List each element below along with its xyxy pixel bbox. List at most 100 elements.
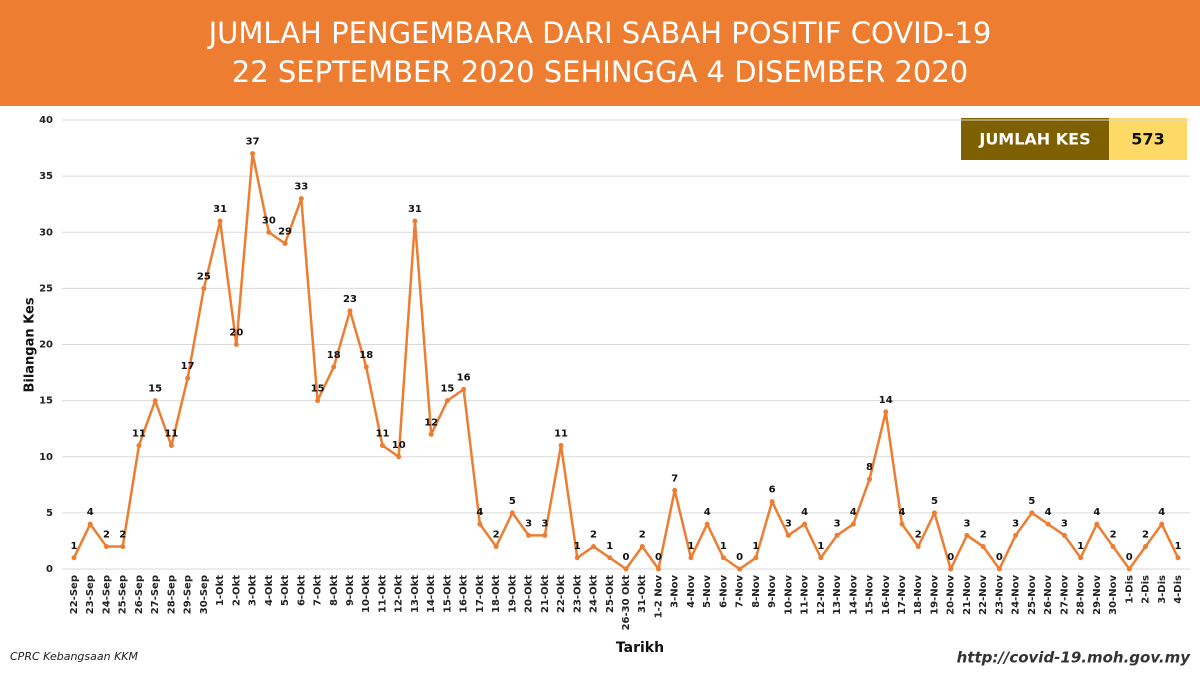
data-label: 4 <box>850 507 857 518</box>
data-label: 17 <box>181 361 195 372</box>
point <box>428 431 434 437</box>
point <box>526 532 532 538</box>
data-label: 11 <box>376 429 390 440</box>
x-tick-label: 4-Okt <box>264 575 275 606</box>
point <box>964 532 970 538</box>
data-label: 4 <box>704 507 711 518</box>
data-label: 8 <box>866 462 873 473</box>
data-label: 15 <box>311 384 325 395</box>
data-label: 4 <box>899 507 906 518</box>
point <box>931 510 937 516</box>
point <box>87 521 93 527</box>
point <box>71 555 77 561</box>
data-label: 0 <box>947 552 954 563</box>
x-tick-label: 23-Nov <box>994 575 1005 615</box>
data-label: 29 <box>278 226 292 237</box>
x-tick-label: 10-Nov <box>783 575 794 615</box>
point <box>802 521 808 527</box>
data-label: 4 <box>1158 507 1165 518</box>
x-axis-title: Tarikh <box>616 640 664 656</box>
x-tick-label: 13-Nov <box>832 575 843 615</box>
data-label: 4 <box>1045 507 1052 518</box>
data-label: 4 <box>476 507 483 518</box>
x-tick-label: 5-Nov <box>702 575 713 608</box>
point <box>103 544 109 550</box>
point <box>201 285 207 291</box>
x-tick-label: 5-Okt <box>280 575 291 606</box>
point <box>1159 521 1165 527</box>
x-tick-label: 12-Okt <box>394 575 405 613</box>
x-tick-label: 8-Nov <box>751 575 762 608</box>
x-tick-label: 4-Nov <box>686 575 697 608</box>
total-value: 573 <box>1131 130 1164 149</box>
data-label: 4 <box>801 507 808 518</box>
header <box>0 0 1200 106</box>
x-tick-label: 12-Nov <box>816 575 827 615</box>
y-tick-label: 5 <box>46 508 53 519</box>
x-tick-label: 7-Nov <box>735 575 746 608</box>
x-tick-label: 16-Okt <box>459 575 470 613</box>
data-label: 1 <box>1077 541 1084 552</box>
x-tick-label: 22-Sep <box>69 575 80 614</box>
point <box>1094 521 1100 527</box>
point <box>720 555 726 561</box>
point <box>785 532 791 538</box>
x-tick-label: 11-Okt <box>377 575 388 613</box>
data-label: 2 <box>1110 530 1117 541</box>
y-tick-label: 20 <box>39 340 53 351</box>
data-label: 3 <box>1012 518 1019 529</box>
point <box>996 566 1002 572</box>
point <box>217 218 223 224</box>
x-tick-label: 24-Nov <box>1011 575 1022 615</box>
data-label: 6 <box>769 485 776 496</box>
x-tick-label: 18-Okt <box>491 575 502 613</box>
data-label: 3 <box>541 518 548 529</box>
y-tick-label: 0 <box>46 564 53 575</box>
data-label: 2 <box>980 530 987 541</box>
point <box>363 364 369 370</box>
point <box>168 443 174 449</box>
data-label: 18 <box>327 350 341 361</box>
data-label: 2 <box>639 530 646 541</box>
x-tick-label: 20-Nov <box>946 575 957 615</box>
point <box>623 566 629 572</box>
data-label: 3 <box>785 518 792 529</box>
point <box>818 555 824 561</box>
x-tick-label: 19-Nov <box>929 575 940 615</box>
data-label: 33 <box>294 182 308 193</box>
point <box>1045 521 1051 527</box>
x-tick-label: 20-Okt <box>524 575 535 613</box>
data-label: 2 <box>915 530 922 541</box>
x-tick-label: 21-Nov <box>962 575 973 615</box>
data-label: 3 <box>1061 518 1068 529</box>
point <box>607 555 613 561</box>
point <box>493 544 499 550</box>
point <box>412 218 418 224</box>
data-label: 3 <box>834 518 841 529</box>
point <box>834 532 840 538</box>
point <box>883 409 889 415</box>
x-tick-label: 25-Nov <box>1027 575 1038 615</box>
data-label: 4 <box>1093 507 1100 518</box>
point <box>1126 566 1132 572</box>
x-tick-label: 29-Sep <box>183 575 194 614</box>
data-label: 0 <box>736 552 743 563</box>
data-label: 5 <box>509 496 516 507</box>
point <box>250 151 256 157</box>
x-tick-label: 22-Nov <box>978 575 989 615</box>
point <box>1013 532 1019 538</box>
x-tick-label: 6-Okt <box>296 575 307 606</box>
x-tick-label: 28-Nov <box>1076 575 1087 615</box>
x-tick-label: 11-Nov <box>800 575 811 615</box>
point <box>185 375 191 381</box>
x-tick-label: 3-Okt <box>248 575 259 606</box>
x-tick-label: 9-Okt <box>345 575 356 606</box>
chart-title: JUMLAH PENGEMBARA DARI SABAH POSITIF COV… <box>207 16 992 50</box>
point <box>574 555 580 561</box>
point <box>331 364 337 370</box>
point <box>948 566 954 572</box>
point <box>688 555 694 561</box>
point <box>282 240 288 246</box>
